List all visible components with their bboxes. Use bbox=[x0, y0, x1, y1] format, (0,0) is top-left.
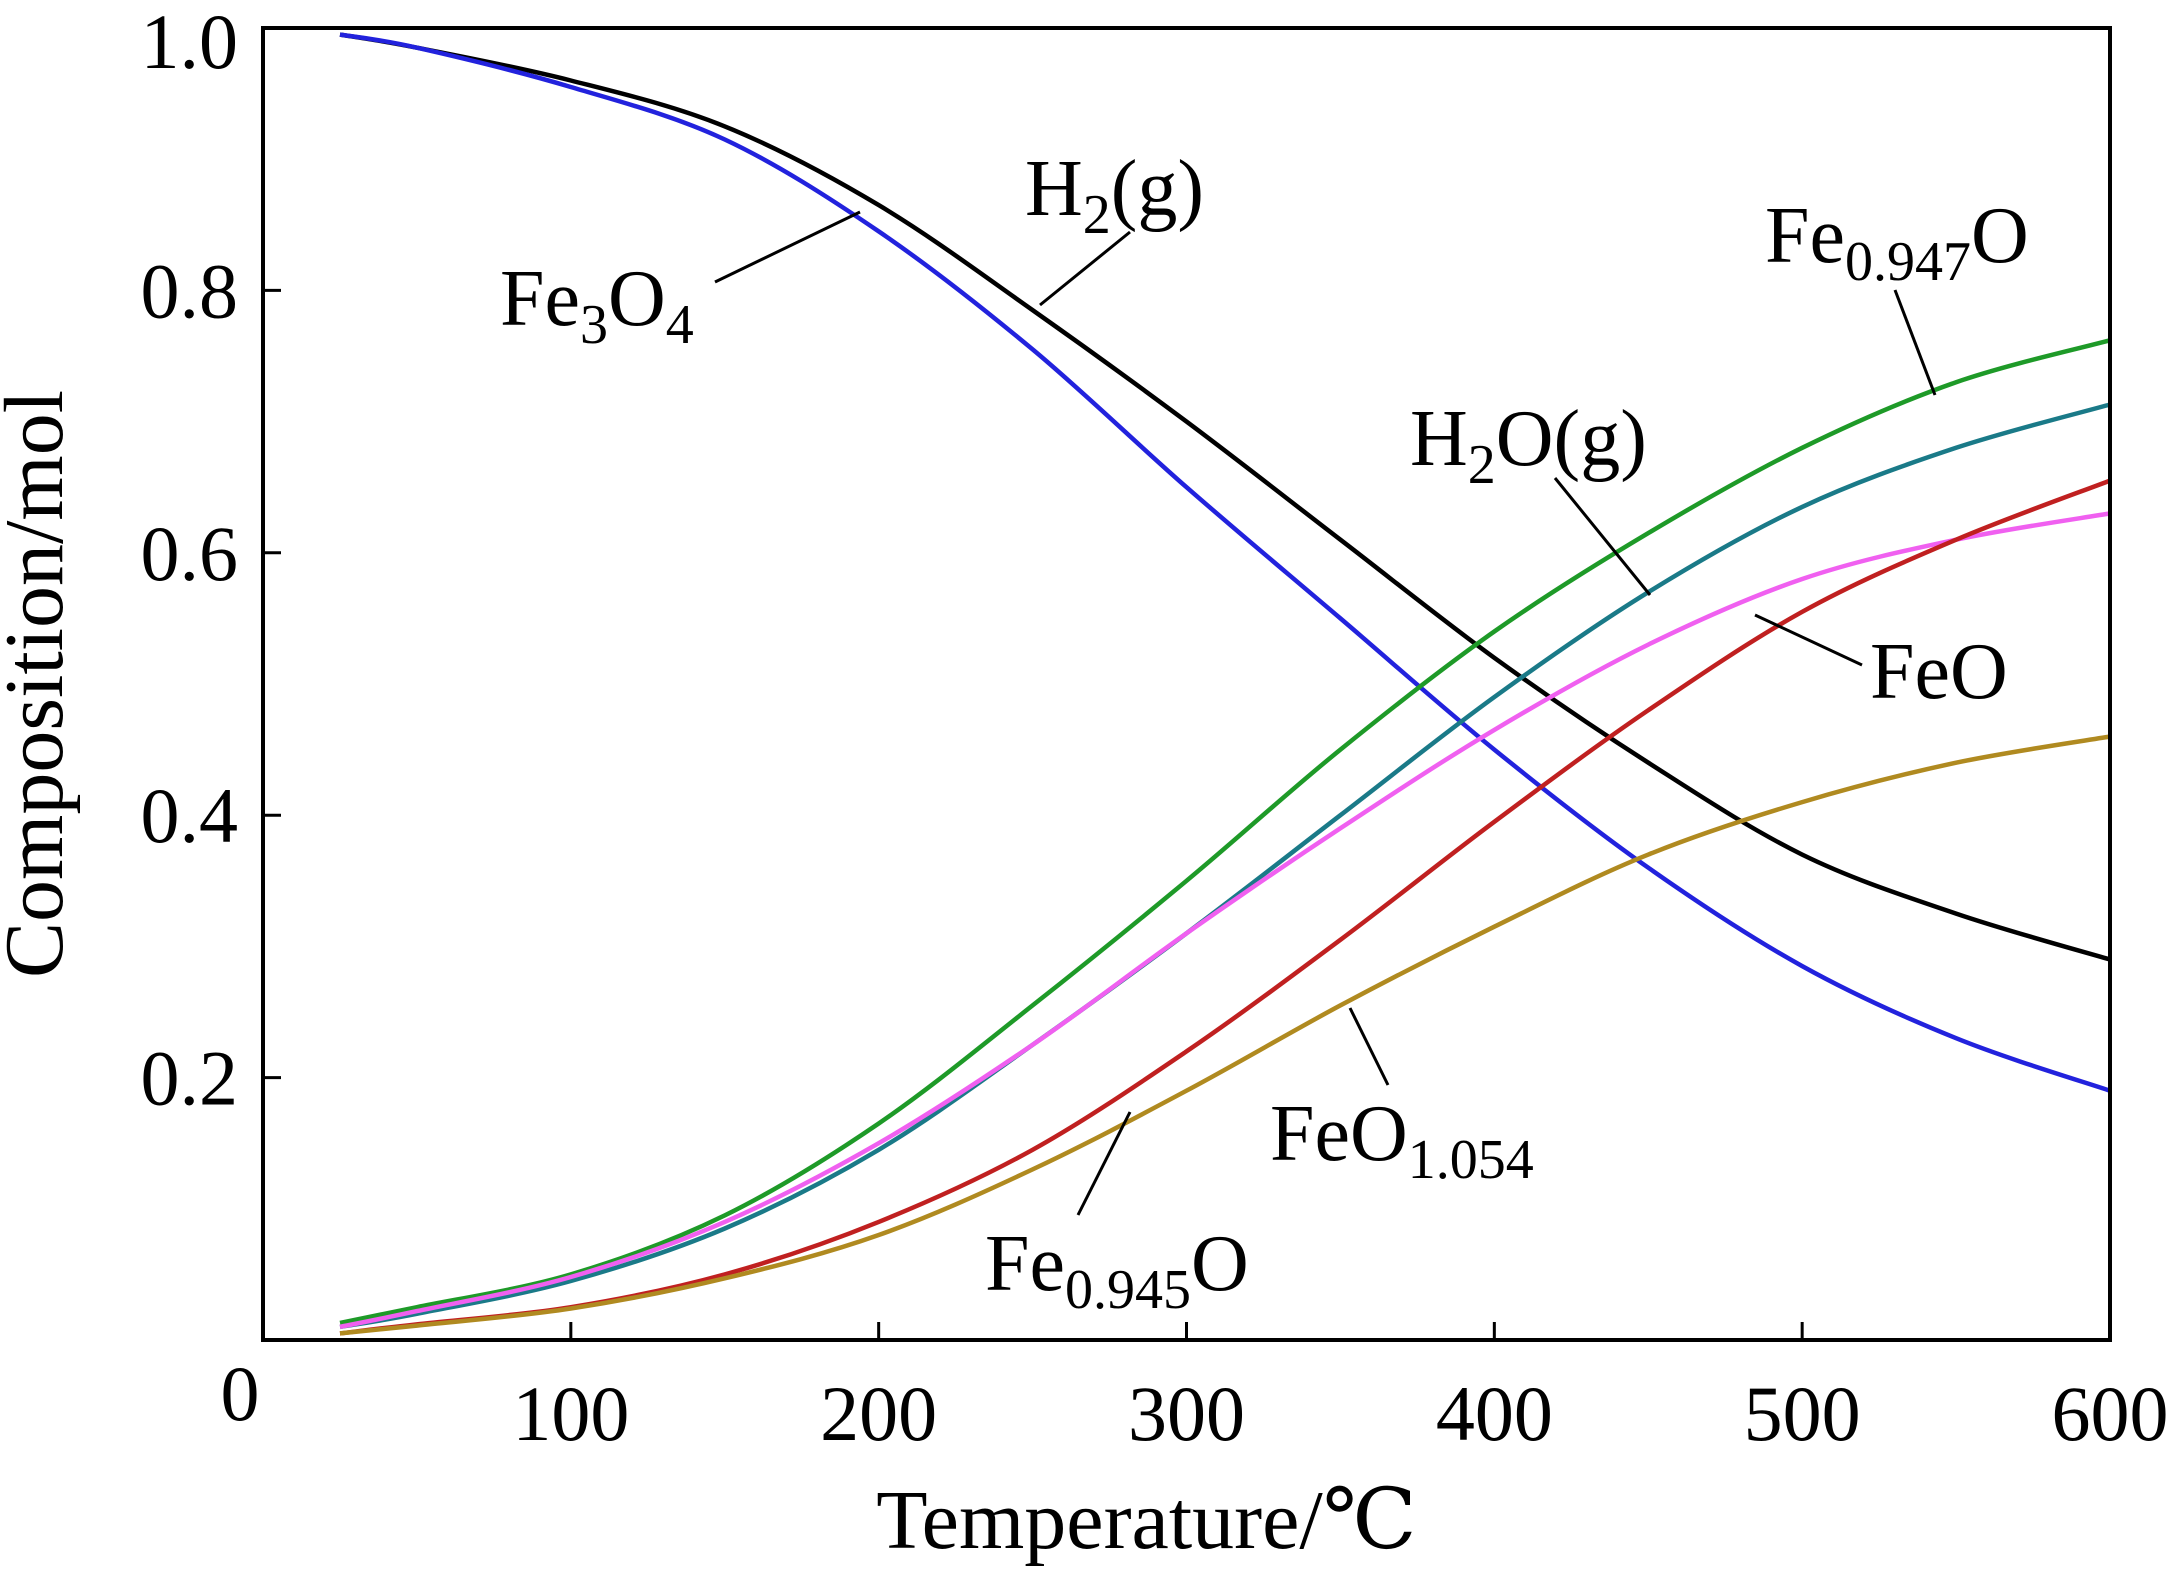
series-label-feo1-054: FeO1.054 bbox=[1270, 1090, 1534, 1191]
series-label-fe0-945o: Fe0.945O bbox=[985, 1220, 1249, 1321]
leader-line-fe3o4 bbox=[714, 210, 861, 284]
y-axis-title: Composition/mol bbox=[0, 390, 81, 978]
leader-line-fe0-945o bbox=[1076, 1111, 1132, 1216]
series-labels: H2(g) Fe3O4 Fe0.947O H2O(g) FeO Fe0.945OFeO1.… bbox=[500, 145, 2029, 1321]
label-leader-lines bbox=[714, 210, 1937, 1216]
series-label-fe3o4: Fe3O4 bbox=[500, 255, 694, 356]
series-label-fe0-947o: Fe0.947O bbox=[1765, 192, 2029, 293]
y-tick-label: 0.6 bbox=[141, 510, 239, 597]
x-tick-label: 600 bbox=[2052, 1370, 2169, 1457]
x-tick-label: 200 bbox=[820, 1370, 937, 1457]
series-label-feo: FeO bbox=[1870, 628, 2008, 716]
x-tick-label: 400 bbox=[1436, 1370, 1553, 1457]
series-line-feo bbox=[339, 511, 2111, 1330]
y-tick-label: 0.8 bbox=[141, 247, 239, 334]
series-label-h2-g: H2(g) bbox=[1025, 145, 1204, 246]
origin-tick-label: 0 bbox=[221, 1350, 260, 1437]
x-axis-title: Temperature/℃ bbox=[876, 1474, 1417, 1567]
series-line-fe0-947o bbox=[339, 338, 2111, 1326]
x-tick-label: 500 bbox=[1744, 1370, 1861, 1457]
leader-line-fe0-947o bbox=[1893, 289, 1937, 396]
series-line-h2o-g bbox=[339, 402, 2111, 1330]
y-tick-label: 0.2 bbox=[141, 1035, 239, 1122]
plot-lines bbox=[339, 32, 2111, 1336]
leader-line-feo bbox=[1754, 613, 1863, 667]
x-tick-label: 100 bbox=[512, 1370, 629, 1457]
y-tick-label: 0.4 bbox=[141, 772, 239, 859]
y-tick-label: 1.0 bbox=[141, 0, 239, 85]
series-label-h2o-g: H2O(g) bbox=[1410, 395, 1647, 496]
x-tick-label: 300 bbox=[1128, 1370, 1245, 1457]
leader-line-h2-g bbox=[1039, 230, 1131, 307]
leader-line-feo1-054 bbox=[1348, 1007, 1390, 1086]
series-line-fe3o4 bbox=[339, 32, 2111, 1093]
series-line-h2-g bbox=[339, 32, 2111, 962]
series-line-feo1-054 bbox=[339, 734, 2111, 1336]
leader-line-h2o-g bbox=[1553, 477, 1652, 596]
axis-ticks: 100 200 300 400 500 600 0.2 0.4 0.6 0.8 1.0 bbox=[141, 0, 2169, 1457]
